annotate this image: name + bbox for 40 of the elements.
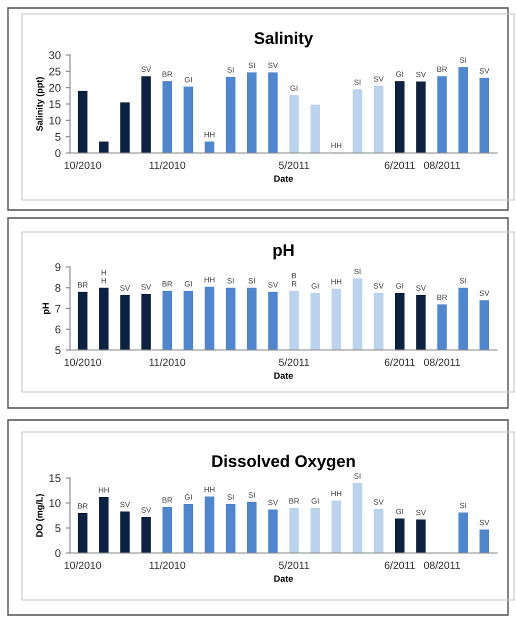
y-tick-label: 25 <box>49 68 61 76</box>
x-tick-label: 11/2010 <box>150 358 186 366</box>
y-tick-label: 10 <box>49 116 61 124</box>
y-axis-title: pH <box>42 303 51 314</box>
x-axis-title: Date <box>274 372 293 379</box>
x-tick-label: 5/2011 <box>278 358 310 366</box>
x-tick-label: 11/2010 <box>150 161 186 169</box>
y-tick-label: 9 <box>55 263 60 272</box>
y-tick-label: 15 <box>49 474 61 482</box>
x-tick-label: 08/2011 <box>424 161 460 169</box>
y-tick-label: 5 <box>55 133 61 141</box>
chart-title: Salinity <box>254 32 314 48</box>
y-tick-label: 30 <box>49 51 61 60</box>
x-tick-label: 10/2010 <box>64 561 102 569</box>
x-tick-label: 08/2011 <box>424 358 460 366</box>
y-tick-label: 6 <box>55 326 60 334</box>
x-tick-label: 6/2011 <box>384 358 415 366</box>
x-tick-label: 08/2011 <box>424 561 460 569</box>
y-tick-label: 15 <box>49 100 61 108</box>
x-tick-label: 6/2011 <box>384 161 415 169</box>
x-tick-label: 6/2011 <box>384 561 415 569</box>
y-tick-label: 7 <box>55 304 60 313</box>
x-tick-label: 5/2011 <box>278 561 310 569</box>
x-axis-title: Date <box>274 576 293 582</box>
y-axis-title: DO (mg/L) <box>36 494 44 537</box>
y-tick-label: 20 <box>49 84 61 92</box>
y-tick-label: 5 <box>55 346 61 354</box>
y-tick-label: 5 <box>55 524 61 532</box>
chart-title: Dissolved Oxygen <box>212 454 355 470</box>
y-tick-label: 10 <box>49 499 61 508</box>
y-tick-label: 8 <box>55 284 60 292</box>
chart-title: pH <box>273 244 294 260</box>
x-tick-label: 10/2010 <box>64 161 102 169</box>
x-axis-title: Date <box>274 176 293 182</box>
y-axis-title: Salinity (ppt) <box>36 77 44 132</box>
y-tick-label: 0 <box>55 549 61 558</box>
x-tick-label: 10/2010 <box>64 358 102 366</box>
y-tick-label: 0 <box>55 149 61 158</box>
x-tick-label: 11/2010 <box>150 561 186 569</box>
x-tick-label: 5/2011 <box>278 161 310 169</box>
